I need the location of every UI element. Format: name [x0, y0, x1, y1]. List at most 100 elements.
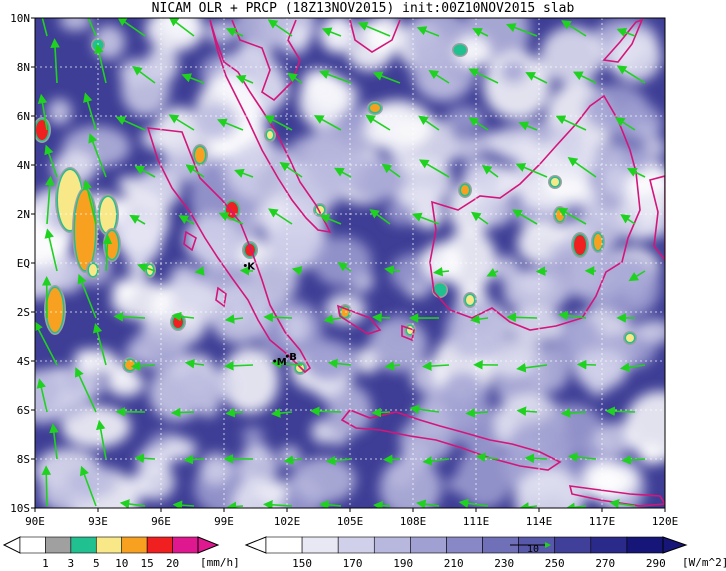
wind-vector: [224, 361, 254, 371]
precip-cell-core: [173, 316, 183, 328]
wind-vector: [41, 18, 48, 37]
wind-vector: [325, 455, 352, 466]
cloud-patch: [183, 214, 239, 265]
cloud-patch: [145, 172, 172, 192]
wind-vector: [170, 407, 195, 418]
wind-vector: [319, 69, 352, 84]
wind-vector: [183, 454, 205, 465]
cloud-patch: [421, 242, 463, 281]
cloud-patch: [225, 142, 297, 202]
wind-vector: [225, 407, 244, 418]
lon-tick-label: 90E: [25, 515, 45, 528]
lat-tick-label: 4S: [17, 355, 30, 368]
wind-vector: [557, 207, 587, 225]
cloud-patch: [540, 26, 604, 84]
cloud-patch: [594, 253, 661, 319]
cloud-patch: [554, 124, 585, 161]
wind-vector: [262, 500, 293, 508]
wind-vector: [94, 43, 107, 84]
olr-colorbar-box: [337, 536, 375, 554]
coastline-vietnam: [349, 19, 401, 53]
cloud-patch: [609, 31, 662, 83]
lon-tick-label: 105E: [337, 515, 364, 528]
coastline-sulawesi: [649, 175, 665, 262]
precip-cell-core: [551, 178, 559, 186]
olr-colorbar-box: [626, 536, 664, 554]
place-label-k: K: [247, 261, 256, 272]
cloud-patch: [540, 403, 604, 457]
cloud-patch: [111, 281, 173, 320]
cloud-patch: [278, 446, 301, 466]
precip-cell-core: [75, 190, 95, 270]
wind-vector: [470, 211, 489, 225]
wind-vector: [79, 465, 97, 507]
wind-vector: [516, 406, 538, 416]
lon-tick-label: 120E: [652, 515, 679, 528]
wind-vector: [512, 209, 538, 225]
wind-vector: [486, 268, 499, 277]
olr-colorbar-tick: 230: [494, 557, 514, 570]
lon-tick-label: 102E: [274, 515, 301, 528]
wind-vector: [621, 455, 646, 465]
cloud-patch: [456, 446, 513, 508]
lat-tick-label: 10S: [10, 502, 30, 515]
wind-vector: [337, 262, 352, 272]
wind-vector: [371, 407, 391, 418]
wind-vector: [422, 456, 450, 466]
precip-cell-core: [100, 197, 116, 233]
wind-vector: [468, 117, 489, 131]
place-dot: [285, 354, 289, 358]
wind-vector: [172, 500, 195, 508]
lat-tick-label: EQ: [17, 257, 30, 270]
wind-vector: [82, 179, 97, 225]
lon-tick-label: 111E: [463, 515, 490, 528]
wind-vector: [271, 358, 303, 369]
wind-vector: [134, 453, 156, 464]
cloud-patch: [172, 366, 218, 414]
olr-colorbar-right-arrow: [662, 536, 688, 554]
wind-vector: [225, 27, 244, 37]
place-markers: K M B: [243, 261, 297, 368]
cloud-patch: [640, 319, 665, 345]
wind-vector: [384, 265, 401, 275]
wind-vector: [334, 167, 352, 178]
wind-vector: [45, 175, 55, 225]
olr-colorbar-tick: 150: [292, 557, 312, 570]
precip-colorbar-box: [70, 536, 97, 554]
wind-vector: [263, 312, 293, 323]
wind-vector: [421, 361, 450, 371]
cloud-patch: [445, 300, 510, 361]
wind-vector: [567, 157, 597, 178]
wind-vector: [373, 500, 391, 508]
wind-vector: [41, 465, 52, 507]
wind-vector: [224, 314, 244, 324]
wind-vector: [614, 117, 636, 131]
coastline-palawan: [602, 18, 644, 63]
wind-vector: [264, 115, 293, 131]
lat-tick-label: 8N: [17, 61, 30, 74]
cloud-patch: [413, 398, 450, 439]
cloud-patch: [257, 18, 296, 48]
olr-colorbar-box: [265, 536, 303, 554]
precip-cell-core: [195, 147, 205, 163]
cloud-patch: [386, 459, 416, 488]
cloud-patch: [505, 135, 542, 162]
wind-vector: [505, 23, 538, 37]
olr-cloud-field: [35, 18, 665, 508]
wind-vector: [115, 116, 146, 131]
wind-vector: [44, 228, 58, 272]
wind-vector: [409, 404, 440, 415]
lon-tick-label: 117E: [589, 515, 616, 528]
cloud-patch: [583, 84, 649, 133]
cloud-patch: [633, 121, 660, 138]
wind-vector: [181, 73, 205, 84]
place-dot: [273, 359, 277, 363]
wind-vector: [518, 121, 538, 131]
wind-vector: [465, 408, 489, 418]
cloud-patch: [298, 71, 350, 130]
wind-vector: [411, 212, 440, 225]
cloud-patch: [193, 102, 239, 141]
cloud-patch: [616, 196, 662, 241]
wind-vector: [458, 498, 489, 508]
cloud-patch: [136, 464, 175, 501]
